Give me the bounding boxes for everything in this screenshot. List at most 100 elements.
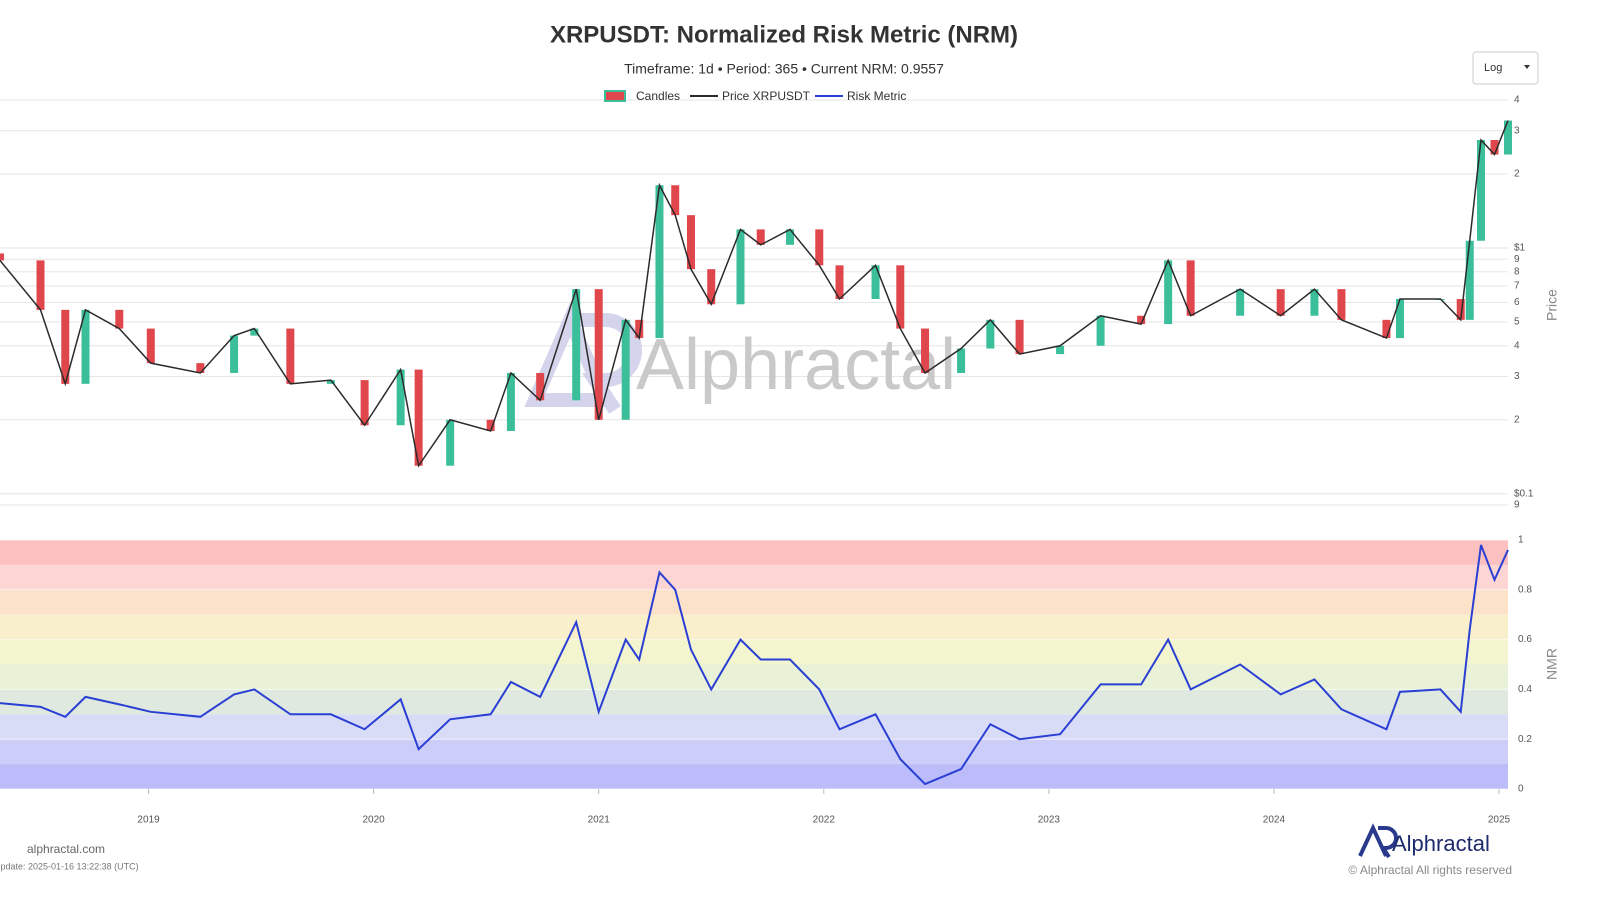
chart-subtitle: Timeframe: 1d • Period: 365 • Current NR… bbox=[624, 61, 944, 77]
candle-body bbox=[756, 229, 765, 245]
candle-body bbox=[572, 289, 581, 401]
candle-body bbox=[686, 215, 695, 270]
candle-body bbox=[986, 319, 995, 349]
y-tick-label: 6 bbox=[1514, 297, 1520, 308]
candle-body bbox=[1465, 240, 1474, 320]
candle-body bbox=[655, 185, 664, 339]
x-tick-label: 2019 bbox=[137, 815, 160, 826]
legend: Candles Price XRPUSDT Risk Metric bbox=[604, 89, 906, 103]
footer-copyright: © Alphractal All rights reserved bbox=[1348, 863, 1512, 877]
footer-update: Update: 2025-01-16 13:22:38 (UTC) bbox=[0, 861, 139, 871]
candle-body bbox=[146, 328, 155, 364]
legend-candles-icon bbox=[604, 90, 626, 102]
x-tick-label: 2025 bbox=[1488, 815, 1511, 826]
y-tick-label: 0 bbox=[1518, 784, 1524, 795]
y-axis-label: NMR bbox=[1544, 648, 1560, 680]
risk-zone bbox=[0, 689, 1508, 715]
candle-body bbox=[621, 319, 630, 420]
x-tick-label: 2021 bbox=[588, 815, 611, 826]
candle-body bbox=[414, 369, 423, 466]
candle-body bbox=[506, 372, 515, 432]
candle-body bbox=[835, 265, 844, 299]
x-tick-label: 2024 bbox=[1263, 815, 1286, 826]
candle-body bbox=[326, 380, 335, 384]
y-tick-label: 2 bbox=[1514, 414, 1520, 425]
marks bbox=[0, 120, 1512, 786]
candle-body bbox=[871, 265, 880, 299]
y-tick-label: $1 bbox=[1514, 243, 1526, 254]
legend-label: Candles bbox=[636, 89, 680, 103]
price-line bbox=[0, 120, 1509, 468]
legend-label: Price XRPUSDT bbox=[722, 89, 811, 103]
risk-zone bbox=[0, 664, 1508, 690]
candle-body bbox=[1137, 315, 1146, 325]
y-tick-label: 4 bbox=[1514, 340, 1520, 351]
risk-zone bbox=[0, 540, 1508, 565]
x-tick-label: 2023 bbox=[1038, 815, 1061, 826]
risk-zone bbox=[0, 739, 1508, 765]
risk-zone bbox=[0, 614, 1508, 640]
y-tick-label: 3 bbox=[1514, 371, 1520, 382]
candle-body bbox=[1382, 319, 1391, 339]
select-value[interactable]: Log bbox=[1484, 62, 1502, 74]
y-tick-label: 3 bbox=[1514, 125, 1520, 136]
select-arrow bbox=[1524, 65, 1530, 69]
candle-body bbox=[286, 328, 295, 384]
candle-body bbox=[1096, 315, 1105, 346]
candle-body bbox=[1056, 345, 1065, 355]
candle-body bbox=[1490, 139, 1499, 155]
brand-logo bbox=[1358, 823, 1398, 859]
candle-body bbox=[1186, 260, 1195, 316]
risk-zone bbox=[0, 764, 1508, 789]
y-tick-label: 4 bbox=[1514, 95, 1520, 106]
zones bbox=[0, 540, 1508, 789]
candle-body bbox=[1015, 319, 1024, 355]
candle-body bbox=[61, 309, 70, 384]
y-tick-label: 2 bbox=[1514, 169, 1520, 180]
candle-body bbox=[1236, 289, 1245, 316]
y-tick-label: 9 bbox=[1514, 500, 1520, 511]
candle-body bbox=[230, 335, 239, 373]
candle-body bbox=[1504, 120, 1512, 155]
y-axis-label: Price bbox=[1544, 289, 1560, 321]
candle-body bbox=[446, 419, 455, 466]
candle-body bbox=[396, 369, 405, 426]
y-tick-label: 0.6 bbox=[1518, 634, 1532, 645]
candle-body bbox=[957, 348, 966, 373]
candle-body bbox=[81, 309, 90, 384]
y-tick-label: 0.8 bbox=[1518, 584, 1532, 595]
watermark-logo bbox=[524, 302, 642, 414]
candle-body bbox=[707, 269, 716, 305]
y-tick-label: 7 bbox=[1514, 281, 1520, 292]
watermark: Alphractal bbox=[636, 325, 956, 405]
candle-body bbox=[196, 363, 205, 373]
candle-body bbox=[594, 289, 603, 420]
candle-body bbox=[1276, 289, 1285, 316]
scale-select[interactable]: Log bbox=[1472, 51, 1539, 85]
candle-body bbox=[115, 309, 124, 329]
y-tick-label: 8 bbox=[1514, 266, 1520, 277]
candle-body bbox=[1337, 289, 1346, 320]
candle-body bbox=[786, 229, 795, 245]
y-tick-label: 1 bbox=[1518, 535, 1524, 546]
risk-zone bbox=[0, 714, 1508, 740]
chart-title: XRPUSDT: Normalized Risk Metric (NRM) bbox=[550, 21, 1018, 48]
y-tick-label: 0.2 bbox=[1518, 734, 1532, 745]
y-tick-label: $0.1 bbox=[1514, 488, 1534, 499]
candle-body bbox=[360, 380, 369, 426]
candle-body bbox=[1310, 289, 1319, 316]
candle-body bbox=[0, 253, 4, 261]
candle-body bbox=[921, 328, 930, 373]
candle-body bbox=[536, 372, 545, 401]
select-box[interactable] bbox=[1472, 51, 1539, 85]
candle-body bbox=[1476, 139, 1485, 241]
footer-brand: Alphractal bbox=[1392, 831, 1490, 856]
candle-body bbox=[1164, 260, 1173, 325]
risk-line bbox=[0, 544, 1509, 786]
candle-body bbox=[250, 328, 259, 336]
footer-site: alphractal.com bbox=[27, 842, 105, 856]
legend-label: Risk Metric bbox=[847, 89, 906, 103]
candle-body bbox=[815, 229, 824, 266]
candle-body bbox=[36, 260, 45, 310]
